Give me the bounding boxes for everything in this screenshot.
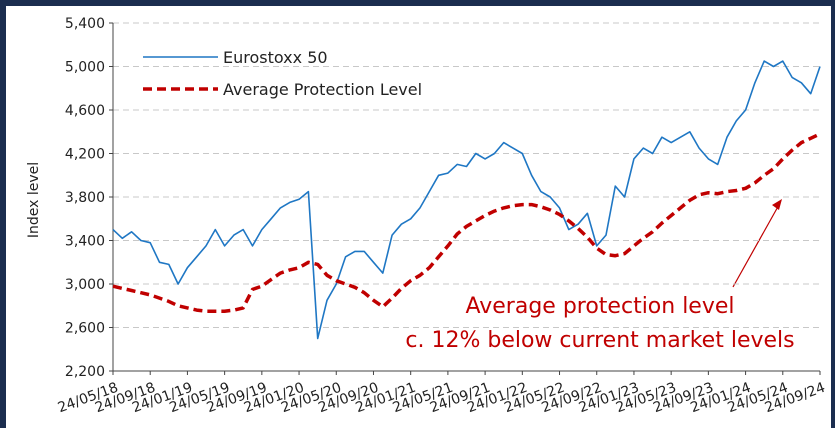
annotation: c. 12% below current market levels — [405, 328, 794, 353]
annotation-arrow — [732, 202, 781, 288]
y-axis-label: Index level — [26, 162, 42, 238]
y-tick-label: 3,000 — [65, 277, 105, 293]
frame-left — [0, 0, 6, 428]
y-tick-label: 3,800 — [65, 190, 105, 206]
y-tick-label: 4,200 — [65, 147, 105, 163]
y-tick-label: 4,600 — [65, 103, 105, 119]
frame-right — [831, 0, 835, 428]
legend-label: Average Protection Level — [223, 80, 422, 99]
series-line — [112, 60, 821, 340]
y-tick-label: 2,200 — [65, 364, 105, 380]
y-tick-label: 2,600 — [65, 321, 105, 337]
frame-top — [0, 0, 835, 6]
y-tick-label: 5,400 — [65, 16, 105, 32]
y-tick-label: 5,000 — [65, 60, 105, 76]
arrow-head — [772, 199, 782, 210]
series-line — [112, 132, 821, 313]
legend-label: Eurostoxx 50 — [223, 48, 328, 67]
y-tick-label: 3,400 — [65, 234, 105, 250]
annotation: Average protection level — [465, 294, 734, 319]
